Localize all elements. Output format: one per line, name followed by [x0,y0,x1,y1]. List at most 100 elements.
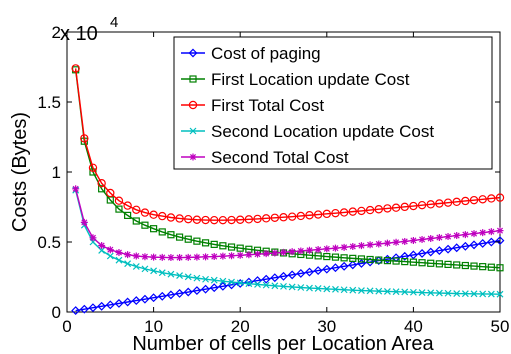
data-point [323,245,331,253]
series-3 [71,64,505,225]
data-point [375,256,383,264]
data-point [479,229,487,237]
data-point [305,267,314,277]
data-point [478,195,487,204]
y-tick-label: 0.5 [37,233,61,252]
data-point [158,253,166,261]
data-point [383,287,391,295]
data-point [313,210,323,219]
data-point [166,213,176,222]
data-point [115,256,123,264]
x-tick-label: 0 [62,317,71,336]
data-point [375,287,383,295]
data-point [470,230,478,238]
data-point [184,235,192,243]
data-point [218,215,228,225]
data-point [184,273,192,281]
data-point [435,199,444,208]
data-point [470,262,478,270]
series-2 [72,66,504,272]
data-point [349,242,357,250]
legend-box [173,36,493,170]
data-point [141,221,149,229]
legend-entry: First Total Cost [181,96,324,115]
data-point [427,289,435,297]
y-tick-label: 2 [52,23,61,42]
legend-entry: Second Location update Cost [181,122,434,141]
data-point [452,197,461,207]
data-point [158,228,166,236]
data-point [323,285,331,293]
data-point [348,207,357,216]
data-point [314,246,322,254]
data-point [115,249,123,256]
data-point [392,238,400,246]
data-point [98,185,106,193]
data-point [261,214,271,223]
series-5 [72,185,504,262]
data-point [184,253,192,261]
data-point [418,289,426,296]
data-point [418,259,426,267]
data-point [98,246,106,254]
data-point [131,296,141,306]
legend-entry: First Location update Cost [181,70,410,89]
data-point [444,233,452,241]
data-point [71,64,80,73]
x-tick-label: 20 [231,317,250,336]
legend-label: First Total Cost [211,96,324,115]
data-point [245,251,253,259]
data-point [106,188,115,198]
data-point [175,288,185,298]
data-point [296,268,306,278]
data-point [175,233,184,241]
data-point [375,240,383,248]
data-point [157,291,167,301]
data-point [365,205,375,215]
data-point [426,247,436,257]
data-point [288,283,296,291]
data-point [496,227,504,235]
data-point [391,203,401,212]
data-point [124,211,132,219]
data-point [305,211,314,220]
data-point [279,271,288,281]
data-point [184,214,193,224]
data-point [201,215,210,225]
data-point [453,261,461,269]
x-tick-label: 30 [317,317,336,336]
series-layer [71,64,505,316]
data-point [210,240,218,248]
data-point [340,243,348,251]
data-point [150,253,158,261]
data-point [288,248,296,256]
x-tick-label: 10 [144,317,163,336]
legend-swatch-marker [189,153,197,161]
data-point [331,263,340,273]
data-point [487,228,495,236]
data-point [209,283,219,293]
data-point [193,253,201,261]
data-point [140,294,150,304]
legend-label: Second Location update Cost [211,122,434,141]
data-point [245,280,253,288]
data-point [313,266,323,276]
data-point [193,274,201,282]
legend-entry: Second Total Cost [181,148,349,167]
axis-layer: 0 10 20 30 40 50 0 0.5 1 1.5 2 [37,23,509,336]
x-axis-label: Number of cells per Location Area [132,333,434,354]
data-point [106,246,114,254]
data-point [435,289,443,297]
data-point [254,250,262,258]
data-point [322,209,331,219]
data-point [401,237,409,245]
data-point [417,200,427,210]
data-point [167,254,175,262]
data-point [236,251,244,259]
y-multiplier-exponent: 4 [110,14,118,31]
data-point [401,288,409,296]
series-line [74,68,501,221]
data-point [123,201,132,210]
data-point [444,289,452,297]
